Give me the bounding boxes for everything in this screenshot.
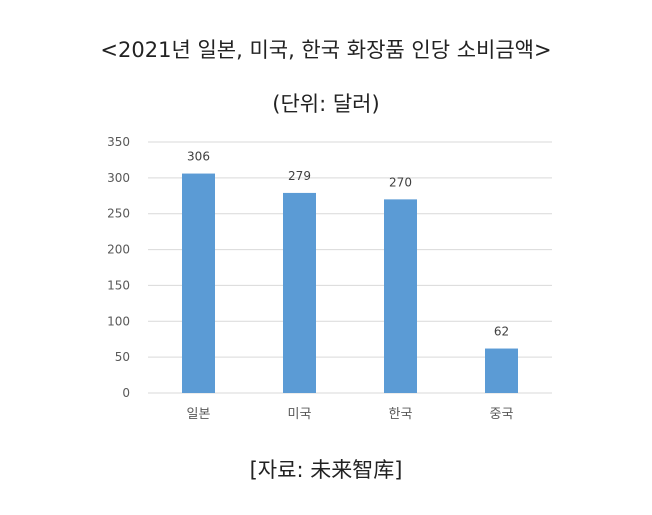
bar-3 (485, 348, 518, 393)
data-label: 306 (187, 150, 210, 164)
y-tick-label: 250 (107, 207, 130, 221)
y-tick-label: 0 (122, 386, 130, 400)
category-label: 일본 (187, 407, 211, 422)
y-axis-ticks: 0 50 100 150 200 250 300 350 (107, 135, 130, 400)
category-label: 한국 (389, 407, 413, 422)
bar-0 (182, 173, 215, 393)
bar-1 (283, 192, 316, 393)
category-label: 중국 (490, 407, 514, 422)
y-tick-label: 100 (107, 314, 130, 328)
data-labels: 306 279 270 62 (187, 150, 509, 339)
y-tick-label: 300 (107, 171, 130, 185)
category-label: 미국 (288, 407, 312, 422)
y-tick-label: 150 (107, 278, 130, 292)
y-tick-label: 50 (115, 350, 130, 364)
gridlines (148, 141, 552, 394)
data-label: 62 (494, 325, 509, 339)
chart-subtitle: (단위: 달러) (272, 92, 380, 116)
bar-chart: 0 50 100 150 200 250 300 350 306 279 270 62 일본 미국 한국… (107, 135, 552, 422)
chart-title: <2021년 일본, 미국, 한국 화장품 인당 소비금액> (100, 38, 552, 62)
source-note: [자료: 未来智库] (249, 458, 403, 482)
bars (182, 173, 518, 393)
data-label: 270 (389, 175, 412, 189)
category-labels: 일본 미국 한국 중국 (187, 407, 514, 422)
y-tick-label: 350 (107, 135, 130, 149)
bar-2 (384, 199, 417, 393)
data-label: 279 (288, 169, 311, 183)
y-tick-label: 200 (107, 243, 130, 257)
